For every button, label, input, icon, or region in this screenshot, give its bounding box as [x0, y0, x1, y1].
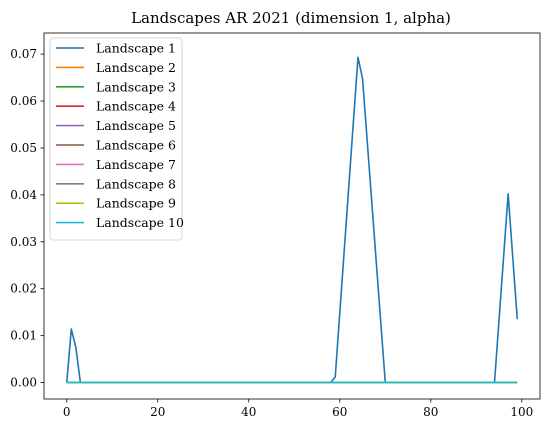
- legend-label-10: Landscape 10: [96, 215, 184, 230]
- legend-label-4: Landscape 4: [96, 99, 176, 114]
- x-tick-label: 40: [241, 405, 256, 419]
- legend-label-7: Landscape 7: [96, 157, 176, 172]
- x-tick-label: 20: [150, 405, 165, 419]
- y-tick-label: 0.03: [10, 235, 37, 249]
- x-tick-label: 100: [510, 405, 533, 419]
- legend-label-3: Landscape 3: [96, 79, 176, 94]
- y-tick-label: 0.05: [10, 141, 37, 155]
- chart-title: Landscapes AR 2021 (dimension 1, alpha): [131, 9, 451, 27]
- y-tick-label: 0.06: [10, 94, 37, 108]
- legend-label-1: Landscape 1: [96, 41, 176, 56]
- legend-label-5: Landscape 5: [96, 118, 176, 133]
- y-tick-label: 0.01: [10, 329, 37, 343]
- legend-frame: [49, 37, 183, 241]
- y-tick-label: 0.07: [10, 47, 37, 61]
- x-tick-label: 60: [332, 405, 347, 419]
- plot-area-frame: [43, 32, 541, 400]
- y-tick-label: 0.04: [10, 188, 37, 202]
- legend-label-6: Landscape 6: [96, 138, 176, 153]
- x-tick-label: 80: [423, 405, 438, 419]
- legend-label-2: Landscape 2: [96, 60, 176, 75]
- legend: Landscape 1 Landscape 2 Landscape 3 Landsca…: [49, 37, 184, 241]
- axis-ticks: 0 20 40 60 80 100 0.00 0.01 0.02 0.03 0.04 0.05 0.06…: [10, 47, 533, 419]
- x-tick-label: 0: [63, 405, 71, 419]
- legend-label-8: Landscape 8: [96, 176, 176, 191]
- y-tick-label: 0.02: [10, 282, 37, 296]
- series-layer: [65, 56, 519, 384]
- series-line-1: [65, 56, 519, 384]
- y-tick-label: 0.00: [10, 376, 37, 390]
- legend-label-9: Landscape 9: [96, 196, 176, 211]
